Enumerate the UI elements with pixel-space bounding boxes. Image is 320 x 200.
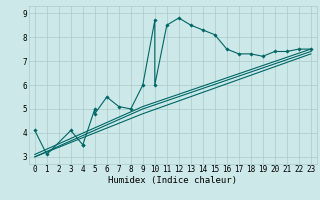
X-axis label: Humidex (Indice chaleur): Humidex (Indice chaleur) [108,176,237,185]
